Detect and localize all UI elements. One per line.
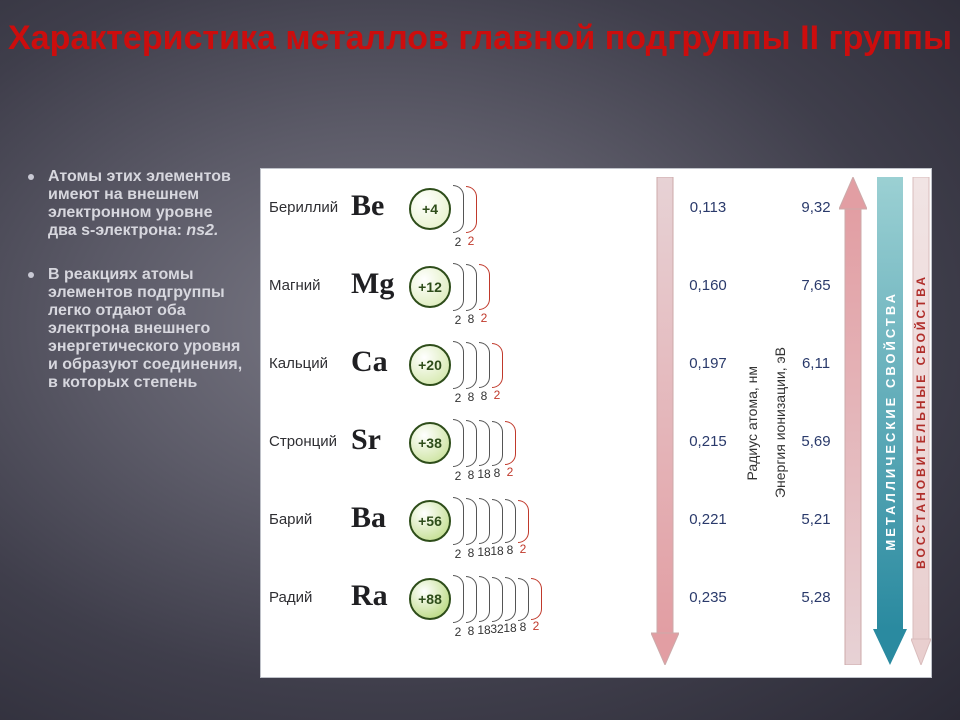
bullet-item: В реакциях атомы элементов подгруппы лег…	[34, 266, 244, 392]
ionization-arrow	[839, 177, 867, 665]
shell-electron-count: 8	[503, 543, 517, 563]
shell-electron-count: 8	[490, 466, 504, 485]
radius-arrow	[651, 177, 679, 665]
shell-electron-count: 8	[464, 390, 478, 407]
element-name: Радий	[269, 589, 351, 606]
ionization-value: 6,11	[793, 355, 839, 372]
element-row: РадийRa+882818321882	[269, 569, 629, 647]
shell-electron-count: 18	[477, 623, 491, 641]
element-symbol: Mg	[351, 267, 394, 301]
ionization-value: 7,65	[793, 277, 839, 294]
ionization-label: Энергия ионизации, эВ	[767, 169, 793, 677]
element-name: Бериллий	[269, 199, 351, 216]
bullet-item: Атомы этих элементов имеют на внешнем эл…	[34, 168, 244, 240]
shell-electron-count: 2	[451, 625, 465, 641]
element-name: Стронций	[269, 433, 351, 450]
radius-value: 0,197	[681, 355, 735, 372]
shell-electron-count: 8	[464, 624, 478, 641]
nucleus: +88	[409, 578, 451, 620]
bullet-text: В реакциях атомы элементов подгруппы лег…	[48, 266, 242, 391]
shell-electron-count: 2	[451, 547, 465, 563]
radius-value: 0,215	[681, 433, 735, 450]
shell-electron-count: 8	[477, 389, 491, 407]
element-symbol: Ra	[351, 579, 388, 613]
shell-electron-count: 2	[464, 234, 478, 251]
nucleus: +38	[409, 422, 451, 464]
element-name: Кальций	[269, 355, 351, 372]
shell-electron-count: 2	[529, 619, 543, 641]
ionization-value: 5,28	[793, 589, 839, 606]
nucleus: +56	[409, 500, 451, 542]
shell-electron-count: 18	[477, 467, 491, 485]
radius-value: 0,160	[681, 277, 735, 294]
radius-value: 0,113	[681, 199, 735, 216]
shell-electron-count: 8	[464, 312, 478, 329]
shell-electron-count: 18	[477, 545, 491, 563]
reducing-arrow: ВОССТАНОВИТЕЛЬНЫЕ СВОЙСТВА	[911, 177, 931, 665]
ionization-column: 9,32 7,65 6,11 5,69 5,21 5,28	[793, 169, 839, 677]
shell-electron-count: 2	[477, 311, 491, 329]
nucleus: +4	[409, 188, 451, 230]
shell-electron-count: 2	[451, 313, 465, 329]
element-symbol: Be	[351, 189, 384, 223]
element-symbol: Ba	[351, 501, 386, 535]
shell-electron-count: 2	[451, 469, 465, 485]
slide-title: Характеристика металлов главной подгрупп…	[0, 18, 960, 58]
element-row: МагнийMg+12282	[269, 257, 629, 335]
shell-electron-count: 18	[503, 621, 517, 641]
radius-label: Радиус атома, нм	[739, 169, 765, 677]
shell-electron-count: 2	[451, 235, 465, 251]
shell-electron-count: 18	[490, 544, 504, 563]
shell-electron-count: 2	[503, 465, 517, 485]
nucleus: +20	[409, 344, 451, 386]
bullet-list: Атомы этих элементов имеют на внешнем эл…	[34, 168, 244, 418]
element-row: СтронцийSr+38281882	[269, 413, 629, 491]
diagram-panel: БериллийBe+422МагнийMg+12282КальцийCa+20…	[260, 168, 932, 678]
shell-electron-count: 2	[516, 542, 530, 563]
shell-electron-count: 8	[464, 468, 478, 485]
bullet-em: ns2.	[186, 222, 218, 239]
element-row: КальцийCa+202882	[269, 335, 629, 413]
metallic-arrow: МЕТАЛЛИЧЕСКИЕ СВОЙСТВА	[873, 177, 907, 665]
element-row: БериллийBe+422	[269, 179, 629, 257]
radius-value: 0,235	[681, 589, 735, 606]
nucleus: +12	[409, 266, 451, 308]
shell-electron-count: 8	[516, 620, 530, 641]
element-symbol: Ca	[351, 345, 388, 379]
ionization-value: 9,32	[793, 199, 839, 216]
element-row: БарийBa+5628181882	[269, 491, 629, 569]
shell-electron-count: 2	[451, 391, 465, 407]
ionization-value: 5,69	[793, 433, 839, 450]
reducing-label: ВОССТАНОВИТЕЛЬНЫЕ СВОЙСТВА	[914, 274, 928, 569]
element-name: Барий	[269, 511, 351, 528]
shell-electron-count: 32	[490, 622, 504, 641]
element-name: Магний	[269, 277, 351, 294]
radius-value: 0,221	[681, 511, 735, 528]
shell-electron-count: 8	[464, 546, 478, 563]
metallic-label: МЕТАЛЛИЧЕСКИЕ СВОЙСТВА	[883, 291, 898, 551]
ionization-value: 5,21	[793, 511, 839, 528]
radius-column: 0,113 0,160 0,197 0,215 0,221 0,235	[681, 169, 735, 677]
element-symbol: Sr	[351, 423, 381, 457]
shell-electron-count: 2	[490, 388, 504, 407]
